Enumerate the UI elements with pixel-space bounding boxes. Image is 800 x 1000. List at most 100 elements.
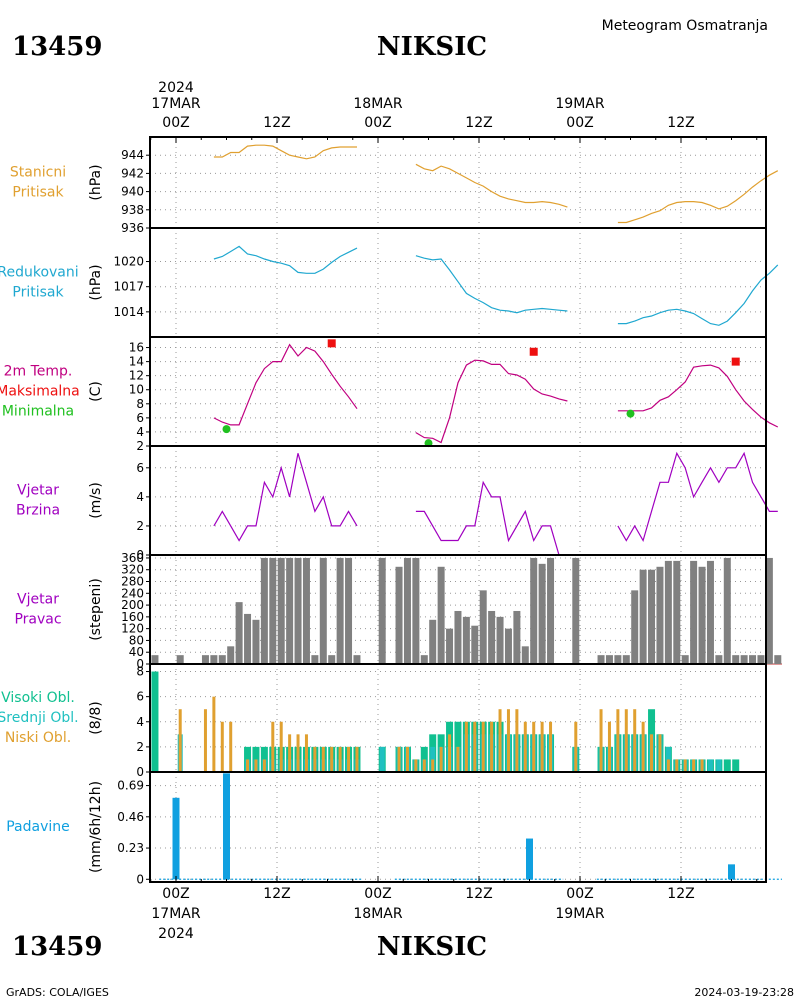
series-line [415, 163, 568, 208]
direction-bar [631, 590, 639, 664]
year-label-top: 2024 [158, 80, 194, 96]
y-tick-label: 0.69 [117, 779, 144, 793]
direction-bar [538, 563, 546, 664]
hour-label-top-4: 12Z [465, 115, 492, 131]
y-tick-label: 40 [129, 645, 144, 659]
hour-label-bottom-4: 12Z [465, 886, 492, 902]
series-line [213, 343, 358, 426]
cloud-bar [666, 759, 670, 772]
direction-bar [294, 557, 302, 664]
panel-frame [149, 336, 767, 447]
panel-label: Pritisak [12, 285, 64, 301]
cloud-bar [288, 734, 292, 772]
direction-bar [412, 557, 420, 664]
hour-label-top-6: 12Z [667, 115, 694, 131]
panel-reduced_pressure: 1014 1017 1020 (hPa) Redukovani Pritisak [0, 227, 779, 338]
direction-bar [732, 655, 740, 664]
direction-bar [151, 655, 159, 664]
panel-clouds: 0 2 4 6 8 (8/8) Visoki Obl. Srednji Obl. Niski O… [0, 663, 767, 779]
y-tick-label: 0.23 [117, 841, 144, 855]
date-label-top-3: 19MAR [555, 96, 604, 112]
direction-bar [681, 655, 689, 664]
panel-label: Minimalna [2, 404, 74, 420]
series-line [617, 264, 779, 326]
year-label-bottom: 2024 [158, 926, 194, 942]
y-tick-label: 240 [121, 586, 144, 600]
cloud-bar [431, 759, 435, 772]
panel-precipitation: 0 0.23 0.46 0.69 (mm/6h/12h) Padavine [6, 771, 782, 886]
direction-bar [269, 557, 277, 664]
direction-bar [353, 655, 361, 664]
tmax-marker [731, 357, 740, 366]
direction-bar [176, 655, 184, 664]
direction-bar [664, 560, 672, 664]
direction-bar [656, 566, 664, 664]
direction-bar [765, 557, 773, 664]
cloud-bar [220, 721, 224, 772]
cloud-bar [456, 746, 460, 772]
cloud-bar [229, 721, 233, 772]
date-label-bottom-1: 17MAR [151, 906, 200, 922]
date-label-top-1: 17MAR [151, 96, 200, 112]
chart-subtitle: Meteogram Osmatranja [602, 18, 768, 34]
cloud-bar [716, 759, 722, 772]
y-tick-label: 940 [121, 185, 144, 199]
y-tick-label: 200 [121, 598, 144, 612]
direction-bar [395, 566, 403, 664]
direction-bar [252, 619, 260, 664]
y-tick-label: 1020 [113, 255, 144, 269]
tmax-marker [327, 339, 336, 348]
y-tick-label: 0 [136, 765, 144, 779]
cloud-bar [574, 721, 578, 772]
direction-bar [260, 557, 268, 664]
panel-label: Visoki Obl. [1, 690, 75, 706]
direction-bar [488, 610, 496, 664]
direction-bar [622, 655, 630, 664]
cloud-bar [624, 709, 628, 772]
precip-bar [728, 864, 735, 880]
panel-label: Brzina [16, 503, 60, 519]
panel-wind_direction: 04080120160200240280320360(stepeni)Vjeta… [14, 551, 782, 671]
precip-bar [172, 797, 180, 880]
y-tick-label: 10 [129, 383, 144, 397]
cloud-bar [422, 759, 426, 772]
y-tick-label: 936 [121, 221, 144, 235]
cloud-bar [700, 759, 704, 772]
cloud-bar [641, 721, 645, 772]
cloud-bar [707, 759, 713, 772]
cloud-bar [599, 709, 603, 772]
cloud-bar [633, 709, 637, 772]
cloud-bar [481, 721, 485, 772]
direction-bar [504, 628, 512, 664]
cloud-bar [506, 709, 510, 772]
panel-label: Pravac [14, 612, 61, 628]
hour-label-top-2: 12Z [263, 115, 290, 131]
series-line [213, 453, 358, 542]
cloud-bar [549, 721, 553, 772]
panel-label: Srednji Obl. [0, 710, 79, 726]
y-tick-label: 160 [121, 610, 144, 624]
direction-bar [345, 557, 353, 664]
y-tick-label: 0 [136, 548, 144, 562]
direction-bar [639, 569, 647, 664]
direction-bar [774, 655, 782, 664]
direction-bar [235, 602, 243, 664]
y-tick-label: 2 [136, 740, 144, 754]
direction-bar [496, 616, 504, 664]
tmin-marker [222, 425, 231, 434]
direction-bar [201, 655, 209, 664]
direction-bar [572, 557, 580, 664]
cloud-bar [616, 709, 620, 772]
direction-bar [749, 655, 757, 664]
y-tick-label: 8 [136, 397, 144, 411]
direction-bar [336, 557, 344, 664]
tmin-marker [626, 409, 635, 418]
y-unit-label: (hPa) [88, 164, 104, 200]
precip-bar [223, 773, 230, 880]
cloud-bar [355, 746, 359, 772]
cloud-bar [321, 746, 325, 772]
cloud-bar [379, 746, 385, 772]
hour-label-top-3: 00Z [364, 115, 391, 131]
